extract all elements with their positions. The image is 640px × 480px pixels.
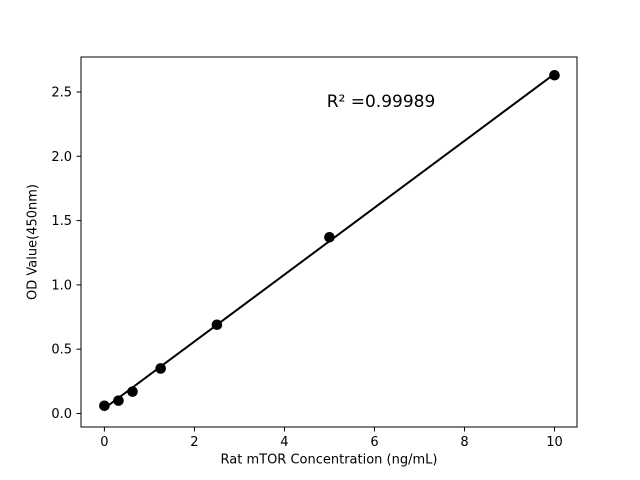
x-tick-label: 0: [100, 435, 108, 450]
data-point: [127, 386, 138, 397]
data-point: [549, 69, 560, 81]
data-point: [324, 232, 335, 243]
y-tick-label: 2.5: [51, 85, 72, 100]
x-tick-label: 8: [460, 435, 468, 450]
x-axis-label: Rat mTOR Concentration (ng/mL): [220, 452, 438, 468]
y-tick-label: 0.5: [51, 343, 72, 358]
y-axis-label: OD Value(450nm): [25, 184, 41, 300]
plot-spines: [80, 56, 578, 428]
x-tick-label: 10: [546, 435, 563, 450]
data-point: [99, 400, 110, 412]
x-tick-label: 4: [280, 435, 288, 450]
y-tick-label: 0.0: [51, 407, 72, 422]
data-point: [113, 395, 124, 406]
data-point: [211, 319, 223, 331]
y-tick-label: 1.0: [51, 278, 72, 293]
data-point: [155, 363, 166, 374]
x-tick-label: 6: [370, 435, 378, 450]
r-squared-annotation: R² =0.99989: [326, 92, 436, 112]
y-tick-label: 2.0: [51, 150, 72, 165]
x-tick-label: 2: [190, 435, 198, 450]
y-tick-label: 1.5: [51, 214, 72, 229]
